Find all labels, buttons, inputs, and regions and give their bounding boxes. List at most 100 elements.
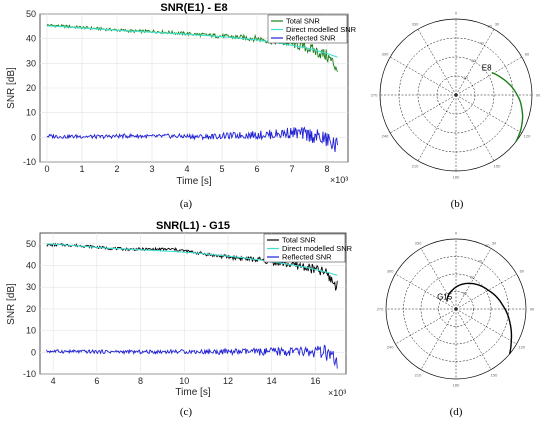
polar-angle-label: 330 bbox=[415, 241, 422, 246]
caption-c: (c) bbox=[180, 406, 193, 418]
legend-label-total-snr: Total SNR bbox=[286, 17, 320, 26]
polar-spoke bbox=[417, 29, 457, 96]
polar-angle-label: 0 bbox=[455, 231, 458, 236]
polar-plot-d: 0 30 60 90 120 150 180 210 240 270 300 330 20 40 60 80 G… bbox=[377, 231, 535, 388]
polar-spoke bbox=[455, 94, 522, 134]
caption-d: (d) bbox=[450, 406, 463, 418]
legend-label-total-snr: Total SNR bbox=[282, 236, 316, 245]
polar-spoke bbox=[455, 308, 492, 370]
polar-radius-label: 40 bbox=[479, 41, 484, 46]
polar-radius-label: 40 bbox=[478, 259, 483, 264]
x-tick-label: 1 bbox=[79, 164, 84, 174]
polar-ring bbox=[417, 56, 495, 134]
x-tick-label: 12 bbox=[223, 376, 233, 386]
y-tick-label: -10 bbox=[23, 157, 36, 167]
polar-angle-label: 60 bbox=[520, 269, 525, 274]
polar-spoke bbox=[420, 248, 457, 310]
satellite-label: E8 bbox=[482, 64, 492, 73]
y-tick-label: 50 bbox=[26, 239, 36, 249]
polar-angle-label: 240 bbox=[382, 134, 389, 139]
polar-spoke bbox=[395, 273, 457, 310]
panel-d: 0 30 60 90 120 150 180 210 240 270 300 330 20 40 60 80 G… bbox=[377, 231, 535, 419]
polar-spoke bbox=[455, 308, 517, 345]
y-axis-label-c: SNR [dB] bbox=[6, 283, 17, 325]
x-axis-label-a: Time [s] bbox=[176, 176, 211, 187]
series-line-reflected-snr bbox=[46, 344, 338, 369]
polar-spoke bbox=[395, 308, 457, 345]
polar-center bbox=[454, 307, 458, 311]
x-axis-label-c: Time [s] bbox=[175, 387, 210, 398]
y-tick-label: 40 bbox=[26, 261, 36, 271]
polar-angle-label: 120 bbox=[518, 345, 525, 350]
polar-angle-label: 300 bbox=[387, 269, 394, 274]
polar-radius-label: 20 bbox=[487, 23, 492, 28]
y-tick-label: 10 bbox=[26, 326, 36, 336]
polar-angle-label: 240 bbox=[387, 345, 394, 350]
polar-angle-label: 90 bbox=[530, 307, 535, 312]
polar-angle-label: 60 bbox=[525, 52, 530, 57]
caption-b: (b) bbox=[451, 198, 464, 210]
polar-angle-label: 30 bbox=[495, 21, 500, 26]
legend-label-reflected-snr: Reflected SNR bbox=[286, 34, 336, 43]
x-tick-label: 8 bbox=[138, 376, 143, 386]
x-tick-label: 10 bbox=[179, 376, 189, 386]
polar-angle-label: 270 bbox=[371, 93, 378, 98]
ticks-c: 4 6 8 10 12 14 16 -10 0 10 20 30 40 50 bbox=[23, 239, 320, 386]
polar-angle-label: 300 bbox=[382, 52, 389, 57]
polar-radius-label: 60 bbox=[471, 58, 476, 63]
x-tick-label: 16 bbox=[310, 376, 320, 386]
polar-angle-label: 180 bbox=[453, 175, 460, 180]
panel-a: 0 1 2 3 4 5 6 7 8 -10 0 10 20 30 40 50 SNR(E1) - E8 Tim… bbox=[6, 2, 357, 210]
x-tick-label: 0 bbox=[44, 164, 49, 174]
polar-spoke bbox=[390, 56, 457, 96]
legend-label-direct-modelled-snr: Direct modelled SNR bbox=[282, 244, 353, 253]
polar-radius-label: 80 bbox=[463, 75, 468, 80]
panel-b: 0 30 60 90 120 150 180 210 240 270 300 330 20 40 60 80 E… bbox=[371, 11, 541, 211]
x-tick-label: 7 bbox=[289, 164, 294, 174]
y-tick-label: 40 bbox=[26, 34, 36, 44]
chart-title-c: SNR(L1) - G15 bbox=[156, 220, 230, 232]
y-tick-label: -10 bbox=[23, 369, 36, 379]
y-tick-label: 30 bbox=[26, 282, 36, 292]
legend-label-reflected-snr: Reflected SNR bbox=[282, 253, 332, 262]
series-c bbox=[46, 242, 338, 369]
chart-title-a: SNR(E1) - E8 bbox=[160, 2, 227, 14]
x-tick-label: 5 bbox=[219, 164, 224, 174]
satellite-track-g15 bbox=[446, 282, 513, 355]
satellite-track-e8 bbox=[491, 71, 524, 143]
polar-spoke bbox=[417, 94, 457, 161]
x-tick-label: 2 bbox=[114, 164, 119, 174]
caption-a: (a) bbox=[180, 198, 193, 210]
series-line-direct-modelled-snr bbox=[46, 243, 338, 276]
polar-spoke bbox=[390, 94, 457, 134]
polar-spoke bbox=[455, 248, 492, 310]
satellite-label: G15 bbox=[437, 293, 453, 302]
polar-angle-label: 180 bbox=[453, 383, 460, 388]
x-multiplier-c: ×10³ bbox=[328, 388, 346, 398]
polar-spoke bbox=[455, 273, 517, 310]
polar-angle-label: 30 bbox=[492, 241, 497, 246]
polar-radius-label: 80 bbox=[463, 290, 468, 295]
x-tick-label: 6 bbox=[94, 376, 99, 386]
series-line-direct-modelled-snr bbox=[46, 25, 338, 58]
x-tick-label: 4 bbox=[184, 164, 189, 174]
polar-angle-label: 270 bbox=[377, 307, 384, 312]
y-tick-label: 30 bbox=[26, 58, 36, 68]
polar-angle-label: 210 bbox=[412, 164, 419, 169]
y-tick-label: 20 bbox=[26, 304, 36, 314]
polar-spoke bbox=[420, 308, 457, 370]
polar-spoke bbox=[455, 94, 495, 161]
polar-radius-label: 20 bbox=[485, 243, 490, 248]
polar-spoke bbox=[455, 29, 495, 96]
polar-angle-label: 210 bbox=[415, 372, 422, 377]
legend-label-direct-modelled-snr: Direct modelled SNR bbox=[286, 25, 357, 34]
polar-angle-label: 120 bbox=[524, 134, 531, 139]
x-multiplier-a: ×10³ bbox=[330, 175, 348, 185]
polar-angle-label: 0 bbox=[455, 11, 458, 16]
polar-angle-label: 150 bbox=[491, 372, 498, 377]
x-tick-label: 3 bbox=[149, 164, 154, 174]
